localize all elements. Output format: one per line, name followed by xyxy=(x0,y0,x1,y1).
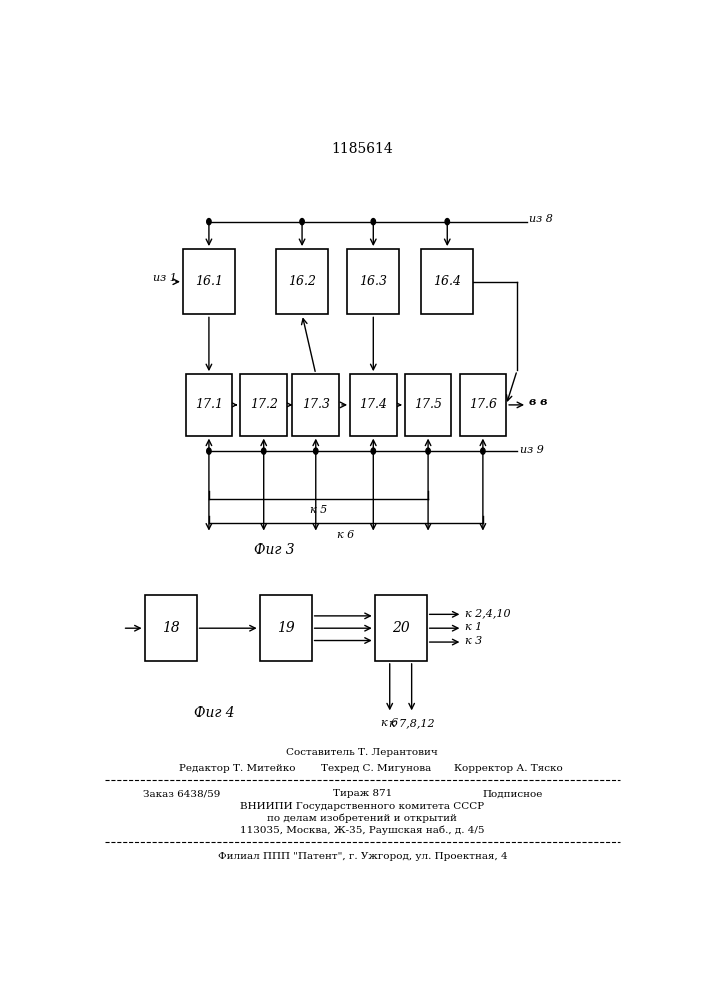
Text: из 9: из 9 xyxy=(520,445,544,455)
Text: к 7,8,12: к 7,8,12 xyxy=(389,718,435,728)
Text: 17.2: 17.2 xyxy=(250,398,278,411)
FancyBboxPatch shape xyxy=(347,249,399,314)
Text: 1185614: 1185614 xyxy=(332,142,393,156)
Circle shape xyxy=(371,448,375,454)
FancyBboxPatch shape xyxy=(293,374,339,436)
Text: 18: 18 xyxy=(162,621,180,635)
Text: Корректор А. Тяско: Корректор А. Тяско xyxy=(455,764,563,773)
Text: 16.3: 16.3 xyxy=(359,275,387,288)
Text: Подписное: Подписное xyxy=(483,789,543,798)
FancyBboxPatch shape xyxy=(375,595,427,661)
Text: 17.3: 17.3 xyxy=(302,398,329,411)
Text: Тираж 871: Тираж 871 xyxy=(333,789,392,798)
Circle shape xyxy=(300,219,304,225)
Circle shape xyxy=(206,448,211,454)
Text: 16.1: 16.1 xyxy=(195,275,223,288)
FancyBboxPatch shape xyxy=(144,595,197,661)
Text: 17.6: 17.6 xyxy=(469,398,497,411)
FancyBboxPatch shape xyxy=(240,374,287,436)
Text: к 1: к 1 xyxy=(465,622,482,632)
Text: 113035, Москва, Ж-35, Раушская наб., д. 4/5: 113035, Москва, Ж-35, Раушская наб., д. … xyxy=(240,826,484,835)
Text: к 6: к 6 xyxy=(337,530,354,540)
Text: 20: 20 xyxy=(392,621,409,635)
Text: 17.1: 17.1 xyxy=(195,398,223,411)
Circle shape xyxy=(426,448,431,454)
Text: к 3: к 3 xyxy=(465,636,482,646)
FancyBboxPatch shape xyxy=(259,595,312,661)
Text: к 2,4,10: к 2,4,10 xyxy=(465,608,510,618)
Text: ВНИИПИ Государственного комитета СССР: ВНИИПИ Государственного комитета СССР xyxy=(240,802,484,811)
Text: к 5: к 5 xyxy=(310,505,327,515)
Text: 17.4: 17.4 xyxy=(359,398,387,411)
Circle shape xyxy=(262,448,266,454)
Text: Редактор Т. Митейко: Редактор Т. Митейко xyxy=(179,764,296,773)
FancyBboxPatch shape xyxy=(183,249,235,314)
Text: Фиг 3: Фиг 3 xyxy=(255,543,295,557)
Circle shape xyxy=(445,219,450,225)
Circle shape xyxy=(371,219,375,225)
FancyBboxPatch shape xyxy=(405,374,451,436)
Circle shape xyxy=(206,219,211,225)
Text: из 8: из 8 xyxy=(530,214,554,224)
Text: 19: 19 xyxy=(276,621,295,635)
FancyBboxPatch shape xyxy=(421,249,473,314)
Text: Филиал ППП "Патент", г. Ужгород, ул. Проектная, 4: Филиал ППП "Патент", г. Ужгород, ул. Про… xyxy=(218,852,507,861)
Text: Составитель Т. Лерантович: Составитель Т. Лерантович xyxy=(286,748,438,757)
Text: Заказ 6438/59: Заказ 6438/59 xyxy=(144,789,221,798)
Text: Фиг 4: Фиг 4 xyxy=(194,706,235,720)
FancyBboxPatch shape xyxy=(276,249,328,314)
Text: по делам изобретений и открытий: по делам изобретений и открытий xyxy=(267,814,457,823)
Text: из 1: из 1 xyxy=(153,273,177,283)
Text: в в: в в xyxy=(529,396,547,407)
FancyBboxPatch shape xyxy=(350,374,397,436)
Text: Техред С. Мигунова: Техред С. Мигунова xyxy=(321,764,431,773)
Text: к 6: к 6 xyxy=(381,718,398,728)
Circle shape xyxy=(314,448,318,454)
Text: 16.4: 16.4 xyxy=(433,275,461,288)
FancyBboxPatch shape xyxy=(460,374,506,436)
Circle shape xyxy=(481,448,485,454)
Text: 16.2: 16.2 xyxy=(288,275,316,288)
Text: 17.5: 17.5 xyxy=(414,398,442,411)
FancyBboxPatch shape xyxy=(186,374,232,436)
